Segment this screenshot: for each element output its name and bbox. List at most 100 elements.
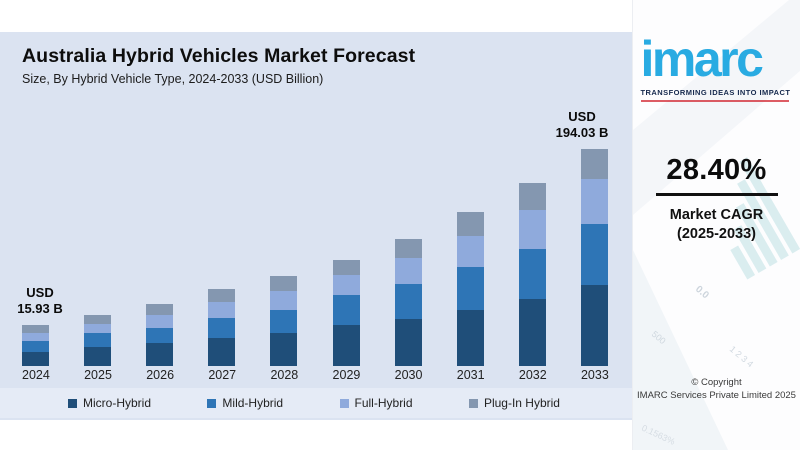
bar-segment-plug-in-hybrid bbox=[456, 212, 484, 236]
brand-panel: 0.0 1 2 3 4 500 0.1563% imarc TRANSFORMI… bbox=[632, 0, 800, 450]
chart-panel: Australia Hybrid Vehicles Market Forecas… bbox=[0, 32, 632, 420]
bar-segment-full-hybrid bbox=[146, 315, 174, 328]
chart-section: Australia Hybrid Vehicles Market Forecas… bbox=[0, 32, 632, 420]
bar-2026 bbox=[146, 304, 174, 366]
cagr-label-line1: Market CAGR bbox=[669, 207, 764, 223]
bar-segment-plug-in-hybrid bbox=[394, 239, 422, 258]
x-axis-label-2026: 2026 bbox=[146, 368, 175, 382]
bar-segment-full-hybrid bbox=[208, 302, 236, 318]
bar-segment-plug-in-hybrid bbox=[332, 260, 360, 275]
bar-2025 bbox=[84, 315, 112, 366]
legend-item-mild-hybrid: Mild-Hybrid bbox=[207, 396, 283, 410]
bar-segment-mild-hybrid bbox=[580, 224, 608, 285]
bar-segment-mild-hybrid bbox=[270, 310, 298, 333]
bar-segment-full-hybrid bbox=[518, 210, 546, 249]
logo-red-rule bbox=[640, 100, 789, 102]
imarc-logo-tagline: TRANSFORMING IDEAS INTO IMPACT bbox=[640, 88, 791, 97]
cagr-divider bbox=[655, 193, 778, 196]
legend-swatch-icon bbox=[339, 398, 349, 408]
x-axis-labels: 2024 2025 2026 2027 2028 2029 2030 2031 2032 2033 bbox=[0, 366, 632, 388]
bar-segment-mild-hybrid bbox=[518, 249, 546, 299]
legend-swatch-icon bbox=[468, 398, 478, 408]
x-axis-label-2030: 2030 bbox=[394, 368, 423, 382]
bar-segment-micro-hybrid bbox=[84, 347, 112, 366]
legend-label: Micro-Hybrid bbox=[83, 396, 152, 410]
x-axis-label-2029: 2029 bbox=[332, 368, 361, 382]
legend-label: Mild-Hybrid bbox=[222, 396, 284, 410]
chart-legend: Micro-Hybrid Mild-Hybrid Full-Hybrid Plug-I… bbox=[0, 388, 632, 418]
bar-2028 bbox=[270, 276, 298, 366]
bar-segment-mild-hybrid bbox=[332, 295, 360, 325]
bar-segment-plug-in-hybrid bbox=[146, 304, 174, 315]
bar-segment-micro-hybrid bbox=[22, 352, 49, 366]
x-axis-label-2031: 2031 bbox=[456, 368, 485, 382]
cagr-value: 28.40% bbox=[666, 154, 767, 186]
bar-2031 bbox=[456, 212, 484, 366]
value-label-2024-currency: USD bbox=[26, 285, 54, 300]
bar-segment-mild-hybrid bbox=[208, 318, 236, 338]
bar-segment-plug-in-hybrid bbox=[270, 276, 298, 291]
chart-header: Australia Hybrid Vehicles Market Forecas… bbox=[0, 32, 632, 88]
bar-segment-micro-hybrid bbox=[208, 338, 236, 366]
copyright-line2: IMARC Services Private Limited 2025 bbox=[637, 390, 796, 401]
bar-2033 bbox=[580, 149, 608, 366]
bar-segment-micro-hybrid bbox=[332, 325, 360, 366]
x-axis-label-2033: 2033 bbox=[580, 368, 609, 382]
legend-item-full-hybrid: Full-Hybrid bbox=[339, 396, 413, 410]
legend-swatch-icon bbox=[68, 398, 77, 408]
page-title: Australia Hybrid Vehicles Market Forecas… bbox=[22, 45, 416, 67]
x-axis-label-2027: 2027 bbox=[208, 368, 237, 382]
legend-label: Plug-In Hybrid bbox=[483, 396, 560, 410]
bar-segment-full-hybrid bbox=[22, 333, 49, 341]
bar-segment-micro-hybrid bbox=[580, 285, 608, 366]
x-axis-label-2032: 2032 bbox=[518, 368, 547, 382]
bar-2032 bbox=[518, 183, 546, 366]
bar-segment-mild-hybrid bbox=[22, 341, 49, 352]
bar-2030 bbox=[394, 239, 422, 366]
plot-area: USD 15.93 B USD 194.03 B bbox=[0, 88, 632, 366]
bar-segment-micro-hybrid bbox=[518, 299, 546, 366]
imarc-logo-text: imarc bbox=[640, 31, 764, 87]
x-axis-label-2025: 2025 bbox=[84, 368, 112, 382]
bar-segment-full-hybrid bbox=[84, 324, 112, 333]
cagr-label-line2: (2025-2033) bbox=[677, 226, 756, 242]
bar-segment-full-hybrid bbox=[270, 291, 298, 310]
imarc-logo: imarc TRANSFORMING IDEAS INTO IMPACT bbox=[640, 31, 793, 102]
value-label-2033-currency: USD bbox=[568, 109, 596, 124]
bar-segment-mild-hybrid bbox=[394, 284, 422, 319]
bars-row bbox=[0, 149, 632, 366]
value-label-2024-amount: 15.93 B bbox=[17, 301, 63, 316]
bar-2029 bbox=[332, 260, 360, 366]
page-subtitle: Size, By Hybrid Vehicle Type, 2024-2033 … bbox=[22, 72, 324, 86]
legend-item-micro-hybrid: Micro-Hybrid bbox=[68, 396, 151, 410]
bar-segment-mild-hybrid bbox=[456, 267, 484, 310]
bar-segment-plug-in-hybrid bbox=[580, 149, 608, 179]
legend-item-plug-in-hybrid: Plug-In Hybrid bbox=[468, 396, 560, 410]
value-label-2033-amount: 194.03 B bbox=[555, 125, 609, 140]
legend-swatch-icon bbox=[207, 398, 217, 408]
bar-segment-plug-in-hybrid bbox=[208, 289, 236, 302]
bar-segment-full-hybrid bbox=[580, 179, 608, 224]
bar-segment-plug-in-hybrid bbox=[518, 183, 546, 210]
copyright-line1: © Copyright bbox=[691, 377, 742, 388]
bar-segment-full-hybrid bbox=[332, 275, 360, 295]
bar-segment-micro-hybrid bbox=[456, 310, 484, 366]
bar-2024 bbox=[22, 325, 49, 366]
bar-segment-mild-hybrid bbox=[146, 328, 174, 343]
x-axis-label-2028: 2028 bbox=[270, 368, 299, 382]
bar-segment-micro-hybrid bbox=[146, 343, 174, 366]
legend-label: Full-Hybrid bbox=[354, 396, 413, 410]
bar-segment-micro-hybrid bbox=[394, 319, 422, 366]
bar-segment-plug-in-hybrid bbox=[22, 325, 49, 333]
value-label-2024: USD 15.93 B bbox=[8, 285, 72, 317]
bar-segment-plug-in-hybrid bbox=[84, 315, 112, 324]
value-label-2033: USD 194.03 B bbox=[540, 109, 624, 141]
bar-segment-mild-hybrid bbox=[84, 333, 112, 347]
copyright: © Copyright IMARC Services Private Limit… bbox=[633, 376, 800, 402]
bar-segment-full-hybrid bbox=[456, 236, 484, 267]
x-axis-label-2024: 2024 bbox=[22, 368, 50, 382]
cagr-block: 28.40% Market CAGR (2025-2033) bbox=[655, 154, 778, 244]
bar-2027 bbox=[208, 289, 236, 366]
brand-content: imarc TRANSFORMING IDEAS INTO IMPACT 28.… bbox=[633, 0, 800, 450]
